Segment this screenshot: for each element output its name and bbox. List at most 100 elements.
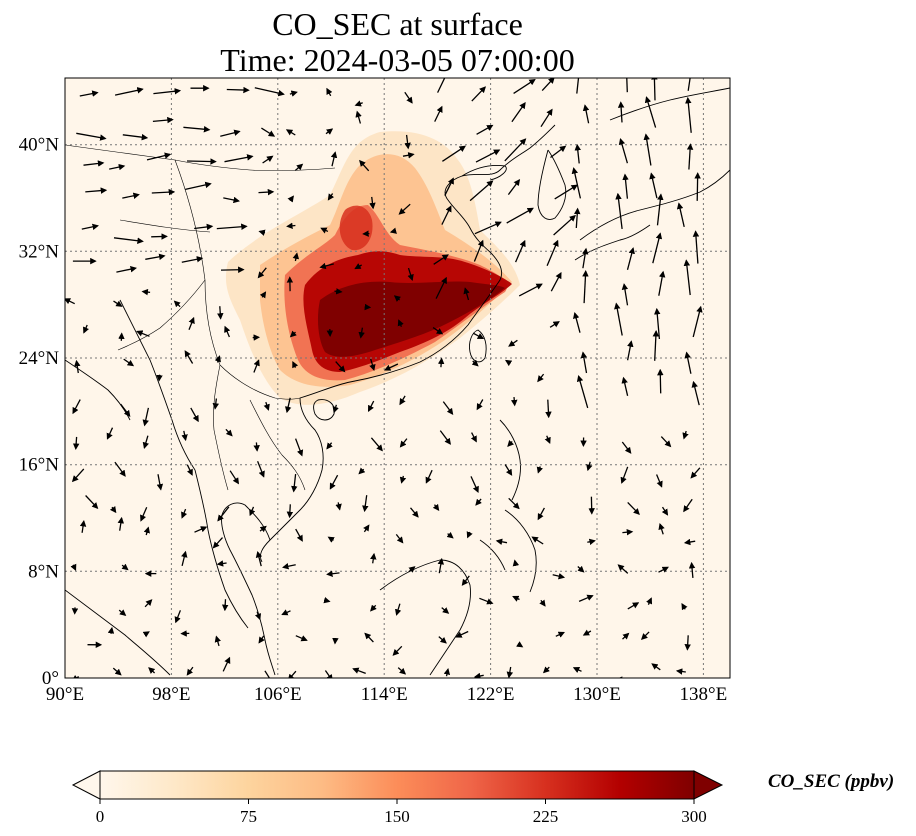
wind-arrow (327, 193, 335, 201)
wind-arrow (264, 670, 274, 678)
wind-arrow (114, 87, 144, 96)
wind-arrow (574, 143, 581, 164)
wind-arrow (691, 380, 700, 406)
wind-arrow (552, 572, 566, 580)
wind-arrow (470, 432, 477, 443)
gridlines (65, 78, 730, 678)
wind-arrow (614, 302, 623, 336)
wind-arrow (83, 160, 105, 167)
wind-arrow (617, 101, 625, 123)
lat-tick-label: 0° (42, 668, 59, 689)
lat-tick-label: 40°N (19, 135, 60, 156)
wind-arrow (334, 288, 343, 295)
wind-arrow (259, 291, 267, 299)
colorbar-ticks: 0 75 150 225 300 (96, 799, 707, 826)
wind-arrow (626, 247, 635, 270)
wind-arrow (537, 507, 545, 521)
wind-arrow (434, 105, 443, 122)
wind-arrow (541, 78, 555, 92)
wind-arrow (555, 631, 565, 638)
wind-arrow (578, 594, 594, 602)
wind-arrow (217, 306, 224, 320)
wind-arrow (284, 397, 292, 414)
wind-arrow (626, 340, 634, 361)
wind-arrow (622, 632, 630, 640)
wind-arrow (615, 676, 623, 678)
wind-arrow (582, 104, 590, 124)
wind-arrow (425, 469, 433, 484)
wind-arrow (259, 525, 267, 533)
wind-arrow (369, 358, 376, 372)
wind-arrow (395, 534, 404, 544)
wind-arrow (576, 374, 589, 409)
wind-arrow (553, 214, 576, 236)
wind-arrow (516, 641, 524, 648)
wind-arrow (330, 151, 338, 167)
wind-arrow (370, 604, 377, 612)
wind-arrow (512, 559, 520, 567)
wind-arrow (120, 403, 131, 417)
wind-arrow (437, 78, 446, 93)
wind-arrow (681, 602, 688, 611)
wind-arrow (74, 359, 81, 374)
wind-arrow (183, 125, 211, 133)
wind-arrow (676, 202, 685, 228)
wind-arrow (539, 599, 546, 607)
wind-arrow (358, 467, 366, 475)
wind-arrow (621, 283, 629, 306)
wind-arrow (649, 172, 658, 199)
wind-arrow (504, 359, 513, 367)
map-frame (64, 77, 731, 679)
wind-arrow (656, 193, 664, 226)
wind-arrow (185, 181, 212, 191)
wind-arrow (531, 536, 544, 545)
wind-arrow (397, 667, 407, 675)
wind-arrow (643, 133, 652, 166)
wind-arrow (442, 401, 454, 415)
wind-arrow (692, 230, 700, 264)
wind-arrow (145, 253, 166, 261)
wind-arrow (443, 668, 451, 677)
wind-arrow (627, 501, 640, 516)
map-title: CO_SEC at surface (272, 6, 523, 42)
wind-arrow (181, 430, 188, 442)
wind-arrow (257, 267, 267, 279)
wind-arrow (389, 227, 397, 234)
wind-arrow (285, 129, 296, 136)
lat-tick-label: 8°N (28, 561, 59, 582)
wind-arrow (682, 430, 689, 440)
wind-arrow (153, 88, 182, 95)
colorbar-extend-min (71, 770, 101, 800)
wind-arrow (113, 300, 123, 307)
wind-arrow (186, 464, 193, 476)
wind-arrow (294, 438, 304, 457)
plume-north-patch (339, 205, 373, 251)
wind-arrow (141, 288, 151, 296)
wind-arrow (369, 196, 376, 210)
wind-arrow (620, 466, 629, 484)
wind-arrow (292, 252, 300, 262)
wind-arrow (473, 672, 484, 678)
wind-arrow (442, 145, 466, 162)
wind-arrow (181, 550, 188, 567)
wind-arrow (651, 663, 661, 671)
wind-arrow (216, 223, 248, 231)
wind-arrow (223, 196, 240, 204)
wind-arrow (507, 178, 521, 195)
wind-arrow (685, 96, 692, 133)
longitude-tick-labels: 90°E 98°E 106°E 114°E 122°E 130°E 138°E (46, 684, 727, 705)
wind-arrow (646, 597, 653, 605)
wind-arrow (640, 631, 650, 641)
wind-arrow (332, 404, 339, 414)
wind-arrow (475, 149, 501, 163)
wind-arrow (432, 327, 444, 335)
wind-arrow (545, 399, 552, 419)
wind-arrow (367, 400, 375, 413)
wind-arrow (146, 152, 172, 161)
wind-arrow (466, 531, 473, 539)
wind-arrow (384, 363, 399, 371)
wind-arrow (320, 227, 329, 234)
lat-tick-label: 32°N (19, 241, 60, 262)
wind-arrow (85, 187, 108, 194)
